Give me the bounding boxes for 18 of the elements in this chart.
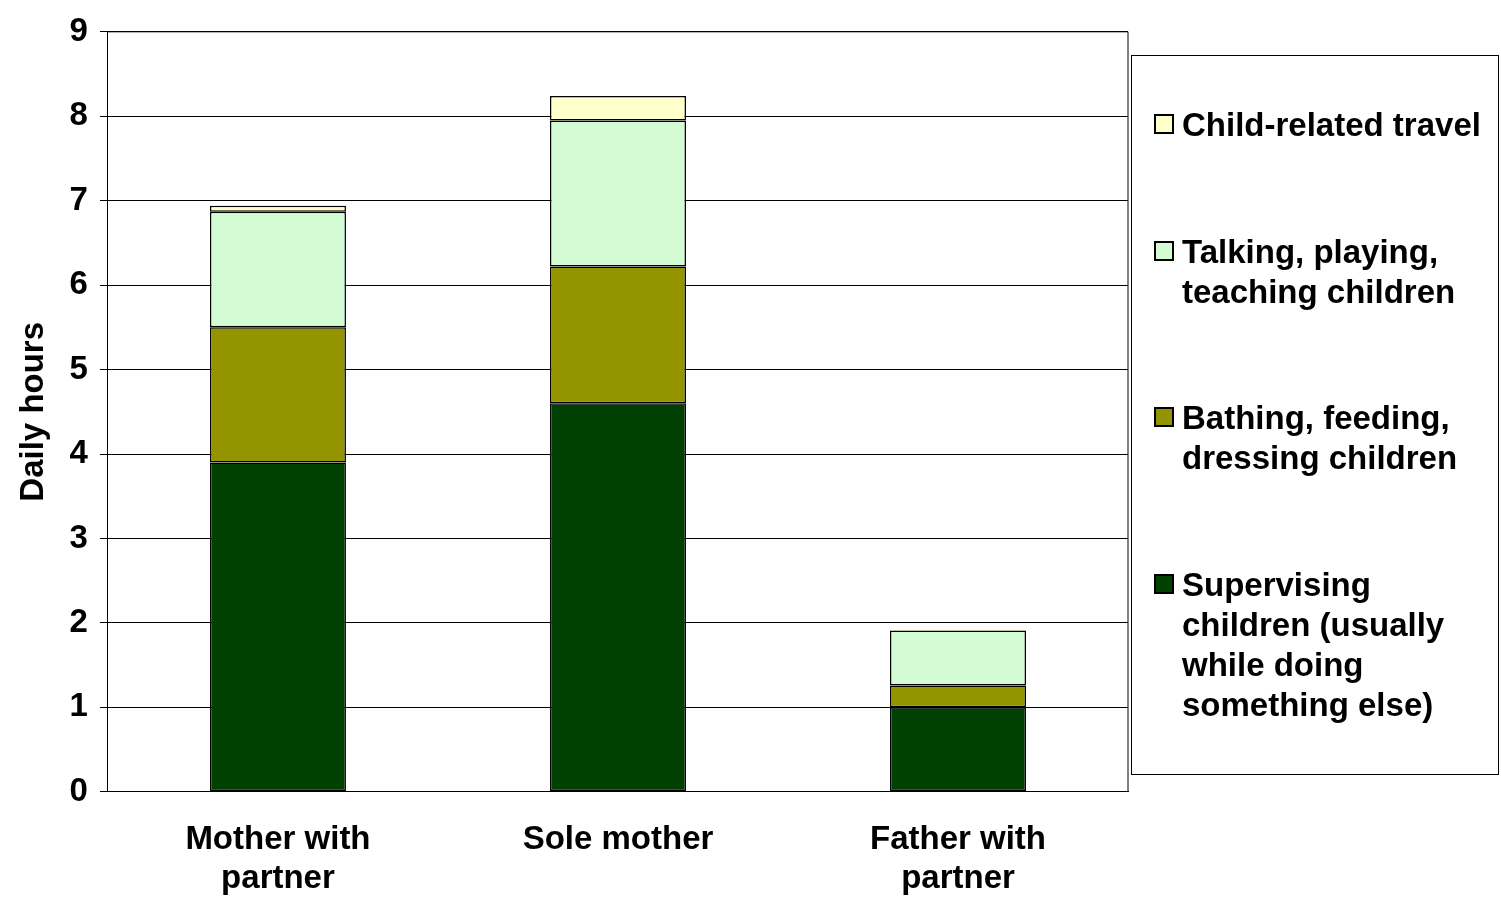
y-tick-label: 7 xyxy=(69,179,88,217)
legend-label: Supervising children (usually while doing something else) xyxy=(1182,564,1446,725)
y-tick-label: 4 xyxy=(69,433,89,471)
y-tick-label: 6 xyxy=(69,264,88,302)
y-tick-label: 8 xyxy=(69,95,88,133)
y-tick-label: 0 xyxy=(69,770,88,808)
y-tick-label: 2 xyxy=(69,602,88,639)
x-tick-label: Father with partner xyxy=(869,818,1046,896)
legend-label: Child-related travel xyxy=(1182,105,1481,146)
y-tick-label: 5 xyxy=(69,348,88,386)
x-tick-label: Mother with partner xyxy=(185,818,371,896)
y-tick-label: 9 xyxy=(69,10,88,48)
legend-label: Talking, playing, teaching children xyxy=(1182,231,1457,312)
y-tick-label: 1 xyxy=(69,686,88,724)
x-tick-label: Sole mother xyxy=(522,818,714,856)
legend-label: Bathing, feeding, dressing children xyxy=(1182,398,1459,479)
y-axis-title: Daily hours xyxy=(12,321,50,502)
y-tick-label: 3 xyxy=(69,517,88,555)
